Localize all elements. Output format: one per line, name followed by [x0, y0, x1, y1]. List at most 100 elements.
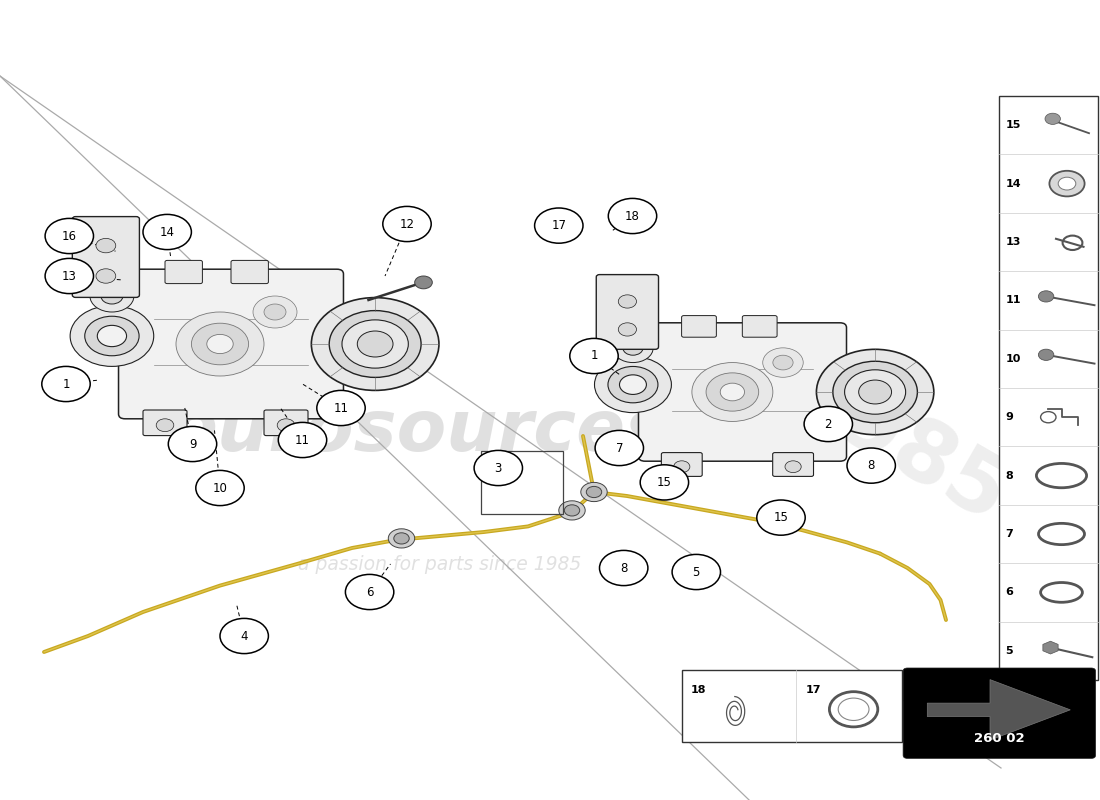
Circle shape — [156, 419, 174, 432]
Circle shape — [253, 296, 297, 328]
Text: 8: 8 — [620, 562, 627, 574]
Circle shape — [847, 448, 895, 483]
Circle shape — [618, 323, 637, 336]
Circle shape — [1038, 349, 1054, 360]
Circle shape — [595, 430, 644, 466]
FancyBboxPatch shape — [682, 670, 902, 742]
Text: 10: 10 — [1005, 354, 1021, 364]
Text: 260 02: 260 02 — [974, 732, 1025, 745]
Text: 13: 13 — [62, 270, 77, 282]
Circle shape — [570, 338, 618, 374]
Circle shape — [1058, 177, 1076, 190]
FancyBboxPatch shape — [143, 410, 187, 436]
Circle shape — [143, 214, 191, 250]
Circle shape — [45, 218, 94, 254]
Circle shape — [762, 348, 803, 378]
Circle shape — [345, 574, 394, 610]
FancyBboxPatch shape — [682, 315, 716, 338]
FancyBboxPatch shape — [165, 261, 202, 284]
Circle shape — [706, 373, 759, 411]
FancyBboxPatch shape — [119, 269, 343, 419]
Circle shape — [415, 276, 432, 289]
FancyBboxPatch shape — [231, 261, 268, 284]
Circle shape — [816, 350, 934, 434]
FancyBboxPatch shape — [903, 668, 1096, 758]
Circle shape — [608, 198, 657, 234]
Circle shape — [1038, 290, 1054, 302]
Circle shape — [474, 450, 522, 486]
Text: 4: 4 — [241, 630, 248, 642]
FancyBboxPatch shape — [264, 410, 308, 436]
Circle shape — [101, 288, 123, 304]
Text: 15: 15 — [657, 476, 672, 489]
Text: 15: 15 — [773, 511, 789, 524]
Text: a passion for parts since 1985: a passion for parts since 1985 — [298, 554, 582, 574]
Circle shape — [692, 362, 773, 422]
Circle shape — [342, 320, 408, 368]
Circle shape — [45, 258, 94, 294]
Text: 11: 11 — [1005, 295, 1021, 306]
FancyBboxPatch shape — [999, 96, 1098, 680]
Circle shape — [278, 422, 327, 458]
Circle shape — [196, 470, 244, 506]
Circle shape — [97, 326, 126, 346]
Circle shape — [564, 505, 580, 516]
Circle shape — [42, 366, 90, 402]
FancyBboxPatch shape — [638, 322, 847, 461]
Text: 5: 5 — [1005, 646, 1013, 656]
Circle shape — [640, 465, 689, 500]
Circle shape — [96, 238, 115, 253]
Text: 7: 7 — [616, 442, 623, 454]
Circle shape — [90, 280, 134, 312]
Text: 11: 11 — [333, 402, 349, 414]
Text: 8: 8 — [868, 459, 875, 472]
Text: 1985: 1985 — [772, 352, 1021, 544]
Circle shape — [785, 461, 801, 473]
Text: 18: 18 — [625, 210, 640, 222]
Circle shape — [859, 380, 892, 404]
Circle shape — [623, 341, 643, 355]
Circle shape — [804, 406, 853, 442]
Text: 7: 7 — [1005, 529, 1013, 539]
Text: 5: 5 — [693, 566, 700, 578]
Text: eurosources: eurosources — [168, 398, 668, 466]
FancyBboxPatch shape — [742, 315, 777, 338]
Circle shape — [559, 501, 585, 520]
Circle shape — [85, 316, 139, 356]
Circle shape — [70, 306, 154, 366]
Circle shape — [311, 298, 439, 390]
Text: 13: 13 — [1005, 237, 1021, 247]
Text: 17: 17 — [805, 685, 821, 694]
Text: 8: 8 — [1005, 470, 1013, 481]
Circle shape — [207, 334, 233, 354]
Text: 16: 16 — [62, 230, 77, 242]
Circle shape — [581, 482, 607, 502]
Circle shape — [833, 362, 917, 422]
Text: 17: 17 — [551, 219, 566, 232]
Circle shape — [191, 323, 249, 365]
Circle shape — [168, 426, 217, 462]
Text: 18: 18 — [691, 685, 706, 694]
Circle shape — [673, 461, 690, 473]
Polygon shape — [927, 680, 1070, 740]
FancyBboxPatch shape — [661, 453, 702, 477]
Circle shape — [845, 370, 905, 414]
Text: 10: 10 — [212, 482, 228, 494]
Circle shape — [394, 533, 409, 544]
Text: 6: 6 — [366, 586, 373, 598]
Circle shape — [594, 357, 671, 413]
Circle shape — [619, 375, 647, 394]
Circle shape — [277, 419, 295, 432]
Text: 11: 11 — [295, 434, 310, 446]
FancyBboxPatch shape — [772, 453, 814, 477]
Circle shape — [317, 390, 365, 426]
Text: 2: 2 — [825, 418, 832, 430]
Circle shape — [600, 550, 648, 586]
Circle shape — [1049, 170, 1085, 196]
Text: 1: 1 — [63, 378, 69, 390]
FancyBboxPatch shape — [73, 217, 140, 298]
Circle shape — [358, 331, 393, 357]
Circle shape — [613, 333, 653, 362]
Text: 12: 12 — [399, 218, 415, 230]
Circle shape — [1045, 113, 1060, 124]
